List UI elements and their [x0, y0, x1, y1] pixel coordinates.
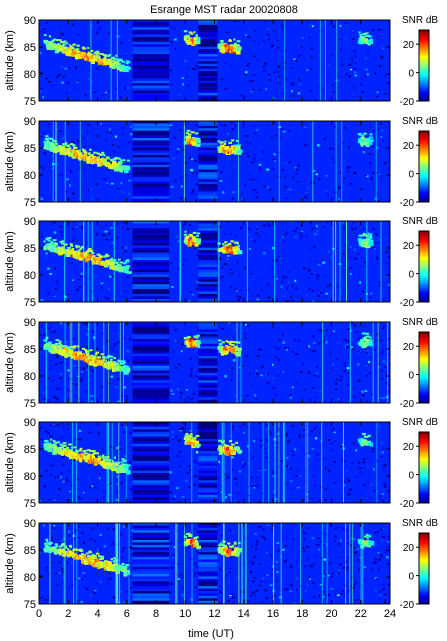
y-tick-label: 90: [24, 116, 36, 128]
colorbar-tick-label: -20: [400, 499, 415, 510]
colorbar-tick-label: 20: [403, 543, 415, 554]
x-tick-label: 4: [94, 608, 100, 620]
colorbar-tick-label: -20: [400, 399, 415, 410]
colorbar: 20 0 -20: [400, 532, 430, 611]
x-tick-label: 0: [36, 608, 42, 620]
colorbar-label: SNR dB: [402, 518, 438, 529]
y-axis-label: altitude (km): [4, 533, 16, 594]
colorbar-tick-label: 0: [408, 170, 414, 181]
y-tick-label: 80: [24, 170, 36, 182]
x-tick-label: 18: [296, 608, 308, 620]
snr-heatmap: [39, 422, 390, 503]
colorbar-label: SNR dB: [402, 15, 438, 26]
colorbar-tick-label: 20: [403, 342, 415, 353]
x-tick-label: 6: [124, 608, 130, 620]
colorbar-tick-label: 0: [408, 371, 414, 382]
colorbar-tick-label: 0: [408, 471, 414, 482]
colorbar: 20 0 -20: [400, 29, 430, 108]
x-tick-label: 10: [179, 608, 191, 620]
snr-heatmap: [39, 20, 390, 101]
colorbar: 20 0 -20: [400, 130, 430, 209]
y-tick-label: 85: [24, 344, 36, 356]
y-axis-label: altitude (km): [4, 131, 16, 192]
y-tick-label: 85: [24, 42, 36, 54]
radar-panel: 75 80 85 90 altitude (km) 20 0 -20 SNR dB: [4, 116, 438, 209]
y-tick-label: 75: [24, 398, 36, 410]
snr-heatmap: [39, 121, 390, 202]
y-tick-label: 75: [24, 599, 36, 611]
y-tick-label: 80: [24, 69, 36, 81]
colorbar-tick-label: 0: [408, 69, 414, 80]
y-tick-label: 90: [24, 518, 36, 530]
colorbar-label: SNR dB: [402, 116, 438, 127]
snr-heatmap: [39, 221, 390, 302]
y-tick-label: 75: [24, 297, 36, 309]
radar-panel: 75 80 85 90 altitude (km) 20 0 -20 SNR dB: [4, 15, 438, 108]
x-tick-label: 20: [325, 608, 337, 620]
colorbar-tick-label: -20: [400, 97, 415, 108]
figure-title: Esrange MST radar 20020808: [150, 4, 298, 16]
y-tick-label: 80: [24, 471, 36, 483]
x-tick-label: 8: [153, 608, 159, 620]
colorbar-label: SNR dB: [402, 317, 438, 328]
colorbar-tick-label: 20: [403, 141, 415, 152]
y-tick-label: 75: [24, 197, 36, 209]
y-axis-label: altitude (km): [4, 231, 16, 292]
colorbar-tick-label: 20: [403, 442, 415, 453]
y-tick-label: 85: [24, 143, 36, 155]
x-tick-label: 16: [267, 608, 279, 620]
snr-heatmap: [39, 523, 390, 604]
colorbar-tick-label: 0: [408, 270, 414, 281]
radar-panel: 75 80 85 90 altitude (km) 20 0 -20 SNR dB: [4, 417, 438, 510]
colorbar-tick-label: -20: [400, 198, 415, 209]
y-tick-label: 80: [24, 572, 36, 584]
x-tick-label: 22: [355, 608, 367, 620]
y-axis-label: altitude (km): [4, 30, 16, 91]
y-tick-label: 85: [24, 444, 36, 456]
colorbar-tick-label: 0: [408, 572, 414, 583]
y-tick-label: 75: [24, 96, 36, 108]
y-tick-label: 80: [24, 371, 36, 383]
y-tick-label: 85: [24, 545, 36, 557]
x-axis-label: time (UT): [188, 628, 234, 640]
y-tick-label: 90: [24, 216, 36, 228]
radar-panel: 75 80 85 90 altitude (km) 20 0 -20 SNR dB: [4, 317, 438, 410]
y-tick-label: 80: [24, 270, 36, 282]
radar-panel: 75 80 85 90 altitude (km) 20 0 -20 SNR dB: [4, 216, 438, 309]
y-axis-label: altitude (km): [4, 332, 16, 393]
colorbar: 20 0 -20: [400, 431, 430, 510]
snr-heatmap: [39, 322, 390, 403]
colorbar-label: SNR dB: [402, 216, 438, 227]
y-tick-label: 75: [24, 498, 36, 510]
colorbar: 20 0 -20: [400, 331, 430, 410]
x-tick-label: 14: [238, 608, 250, 620]
x-tick-label: 24: [384, 608, 396, 620]
y-tick-label: 90: [24, 15, 36, 27]
y-tick-label: 85: [24, 243, 36, 255]
colorbar-tick-label: -20: [400, 600, 415, 611]
x-tick-label: 12: [208, 608, 220, 620]
x-tick-label: 2: [65, 608, 71, 620]
colorbar-label: SNR dB: [402, 417, 438, 428]
y-tick-label: 90: [24, 417, 36, 429]
y-tick-label: 90: [24, 317, 36, 329]
colorbar-tick-label: 20: [403, 241, 415, 252]
y-axis-label: altitude (km): [4, 432, 16, 493]
colorbar-tick-label: -20: [400, 298, 415, 309]
colorbar: 20 0 -20: [400, 230, 430, 309]
colorbar-tick-label: 20: [403, 40, 415, 51]
